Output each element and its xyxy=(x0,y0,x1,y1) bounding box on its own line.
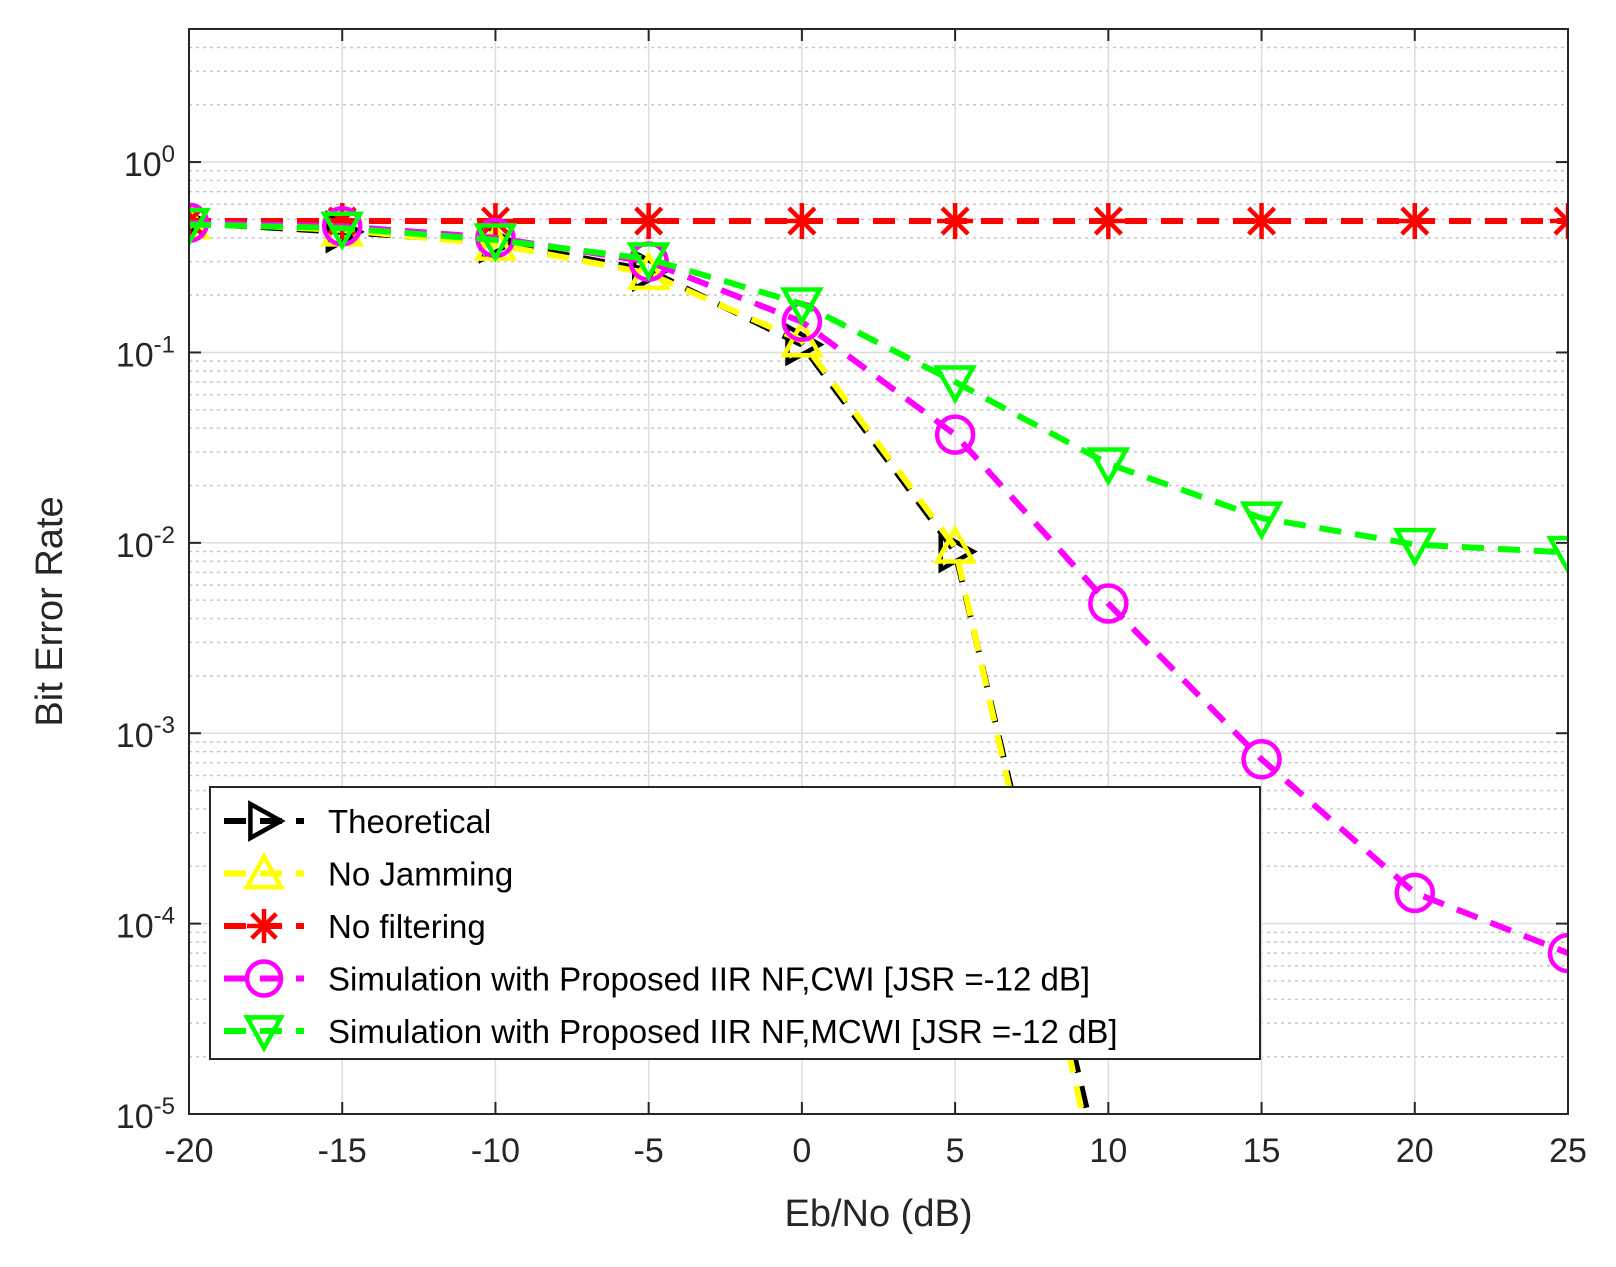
marker-asterisk-stroke xyxy=(189,206,204,225)
x-tick-label: 0 xyxy=(792,1132,811,1170)
marker-circle xyxy=(244,959,284,998)
marker-triangle-down xyxy=(243,1015,285,1053)
x-tick-label: 10 xyxy=(1089,1132,1127,1170)
tick-layer: -20 -15 -10 -5 0 5 10 15 20 25 100 10-1 10-2 10-3 10-4… xyxy=(116,29,1587,1170)
marker-asterisk-stroke xyxy=(250,912,278,940)
marker-asterisk xyxy=(1243,203,1280,240)
marker-triangle-down xyxy=(473,223,518,263)
x-tick-label: 5 xyxy=(946,1132,965,1170)
marker-triangle-right xyxy=(248,800,286,842)
marker-asterisk xyxy=(630,203,667,240)
legend-label: No Jamming xyxy=(328,856,513,893)
marker-triangle-down xyxy=(933,365,977,405)
x-tick-label: 15 xyxy=(1243,1132,1281,1170)
legend-item: No filtering xyxy=(224,908,486,945)
legend-label: Theoretical xyxy=(328,803,491,840)
legend-item: No Jamming xyxy=(224,851,513,893)
marker-asterisk xyxy=(1550,203,1568,240)
x-tick-label: -20 xyxy=(164,1132,213,1170)
marker-asterisk-stroke xyxy=(1553,217,1568,236)
marker-triangle-down xyxy=(189,207,211,248)
y-tick-label: 10-4 xyxy=(116,903,175,946)
marker-asterisk xyxy=(937,203,974,240)
marker-triangle-up xyxy=(933,524,977,564)
legend-box xyxy=(209,786,1261,1060)
x-tick-label: -5 xyxy=(634,1132,664,1170)
marker-circle xyxy=(1241,739,1282,780)
marker-triangle-up xyxy=(626,250,671,291)
marker-asterisk-stroke xyxy=(1400,206,1430,236)
x-tick-label: -10 xyxy=(471,1132,520,1170)
marker-asterisk-stroke xyxy=(1553,206,1568,225)
marker-asterisk xyxy=(247,909,281,943)
series-4 xyxy=(189,207,1568,576)
x-axis-label: Eb/No (dB) xyxy=(785,1193,973,1235)
plot-frame xyxy=(188,28,1569,1115)
marker-triangle-down xyxy=(1392,527,1437,568)
x-tick-label: -15 xyxy=(318,1132,367,1170)
y-tick-label: 10-2 xyxy=(116,522,175,565)
marker-asterisk-stroke xyxy=(634,206,664,236)
marker-triangle-down xyxy=(626,242,671,282)
x-tick-label: 25 xyxy=(1549,1132,1587,1170)
marker-circle xyxy=(1547,932,1568,974)
marker-triangle-down xyxy=(780,287,824,327)
series-layer xyxy=(189,200,1568,1114)
series-line xyxy=(189,221,1568,556)
marker-asterisk-stroke xyxy=(940,206,970,236)
y-tick-label: 10-3 xyxy=(116,712,175,755)
y-axis-label: Bit Error Rate xyxy=(29,496,71,726)
legend-item: Simulation with Proposed IIR NF,MCWI [JS… xyxy=(224,1013,1118,1053)
x-tick-label: 20 xyxy=(1396,1132,1434,1170)
marker-asterisk-stroke xyxy=(787,206,817,236)
legend-label: No filtering xyxy=(328,908,486,945)
marker-circle xyxy=(1394,872,1436,914)
marker-circle xyxy=(934,414,976,455)
y-tick-label: 10-5 xyxy=(116,1093,175,1136)
marker-asterisk-stroke xyxy=(1247,206,1277,236)
marker-asterisk xyxy=(1396,203,1433,240)
marker-triangle-down xyxy=(1546,535,1568,576)
marker-triangle-up xyxy=(243,851,285,890)
legend-item: Simulation with Proposed IIR NF,CWI [JSR… xyxy=(224,959,1090,998)
marker-triangle-down xyxy=(320,211,365,251)
y-tick-label: 10-1 xyxy=(116,331,175,374)
legend-item: Theoretical xyxy=(224,800,491,842)
marker-triangle-down xyxy=(1239,501,1284,541)
marker-circle xyxy=(1088,583,1129,624)
legend-label: Simulation with Proposed IIR NF,CWI [JSR… xyxy=(328,961,1090,998)
marker-triangle-down xyxy=(1086,447,1131,487)
legend-label: Simulation with Proposed IIR NF,MCWI [JS… xyxy=(328,1013,1118,1050)
marker-asterisk xyxy=(1090,203,1127,240)
marker-asterisk-stroke xyxy=(1093,206,1123,236)
marker-asterisk xyxy=(783,203,820,240)
legend: Theoretical No Jamming No filtering Simulat… xyxy=(209,786,1261,1060)
y-tick-label: 100 xyxy=(124,141,175,184)
